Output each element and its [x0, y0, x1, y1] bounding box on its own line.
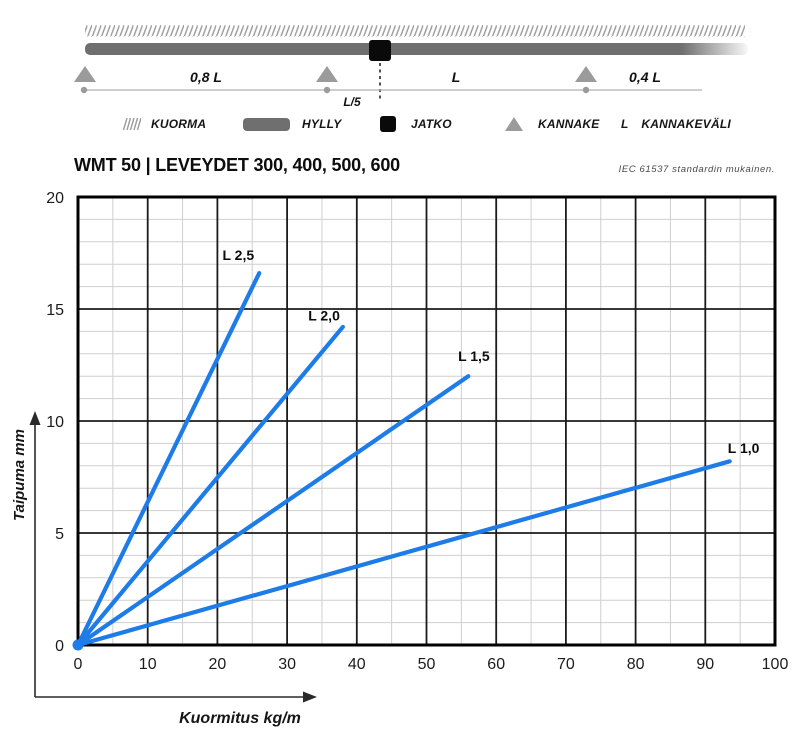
x-tick-label: 60 — [487, 656, 505, 673]
x-tick-label: 30 — [278, 656, 296, 673]
x-tick-label: 80 — [627, 656, 645, 673]
shelf-icon — [243, 117, 290, 131]
tick-labels: 0 10 20 30 40 50 60 70 80 90 100 0 5 10 15 20 — [46, 190, 788, 673]
support-triangle-2 — [316, 66, 338, 82]
x-tick-label: 10 — [139, 656, 157, 673]
legend-label: KANNAKE — [538, 117, 600, 131]
series-label: L 2,0 — [308, 308, 340, 324]
joint-offset-label: L/5 — [343, 95, 361, 109]
series-lines — [72, 271, 732, 651]
y-tick-label: 15 — [46, 302, 64, 319]
series-label: L 1,0 — [728, 440, 760, 456]
x-tick-label: 20 — [209, 656, 227, 673]
legend-item-kuorma: KUORMA — [123, 112, 206, 136]
origin-dot — [72, 639, 84, 651]
dimension-dot-3 — [582, 86, 590, 94]
series-line — [75, 459, 732, 648]
x-tick-label: 40 — [348, 656, 366, 673]
legend-item-jatko: JATKO — [380, 112, 452, 136]
series-labels: L 2,5 L 2,0 L 1,5 L 1,0 — [222, 247, 759, 456]
legend-label: HYLLY — [302, 117, 342, 131]
dimension-dot-1 — [80, 86, 88, 94]
support-diagram: 0,8 L L 0,4 L L/5 — [74, 25, 748, 109]
x-tick-label: 70 — [557, 656, 575, 673]
y-tick-label: 10 — [46, 414, 64, 431]
x-tick-label: 90 — [696, 656, 714, 673]
span-label-right: 0,4 L — [629, 69, 661, 85]
y-axis-arrowhead-icon — [29, 411, 41, 425]
series-label: L 1,5 — [458, 348, 490, 364]
legend-label: JATKO — [411, 117, 452, 131]
x-tick-label: 100 — [762, 656, 789, 673]
support-icon — [505, 117, 523, 131]
span-label-left: 0,8 L — [190, 69, 222, 85]
letter-L-icon: L — [621, 117, 629, 131]
x-axis-arrowhead-icon — [303, 691, 317, 703]
plot-border — [76, 195, 777, 647]
series-line — [75, 271, 262, 648]
load-hatch-strip — [85, 25, 745, 37]
joint-icon — [380, 116, 396, 132]
legend-label: KUORMA — [151, 117, 207, 131]
y-tick-label: 5 — [55, 526, 64, 543]
legend-item-kannakevali: L KANNAKEVÄLI — [621, 112, 731, 136]
series-line — [75, 324, 345, 648]
legend-item-hylly: HYLLY — [243, 112, 341, 136]
legend-label: KANNAKEVÄLI — [641, 117, 731, 131]
support-triangle-1 — [74, 66, 96, 82]
y-axis-title: Taipuma mm — [11, 429, 28, 521]
y-tick-label: 0 — [55, 638, 64, 655]
joint-square — [369, 40, 391, 61]
series-label: L 2,5 — [222, 247, 254, 263]
dimension-dot-2 — [323, 86, 331, 94]
span-label-middle: L — [452, 69, 461, 85]
support-triangle-3 — [575, 66, 597, 82]
legend-item-kannake: KANNAKE — [505, 112, 599, 136]
page-title: WMT 50 | LEVEYDET 300, 400, 500, 600 — [74, 155, 400, 175]
x-tick-label: 50 — [418, 656, 436, 673]
hatch-icon — [123, 118, 141, 130]
shelf-bar — [85, 43, 748, 55]
series-line — [75, 374, 471, 648]
plot-frame — [76, 195, 777, 647]
standard-note: IEC 61537 standardin mukainen. — [618, 164, 775, 175]
deflection-chart-svg: L 2,5L 2,0L 1,5L 1,0 0 10 20 30 40 50 60 70 80 90… — [11, 190, 788, 727]
x-tick-label: 0 — [74, 656, 83, 673]
y-tick-label: 20 — [46, 190, 64, 207]
x-axis-title: Kuormitus kg/m — [179, 710, 301, 727]
